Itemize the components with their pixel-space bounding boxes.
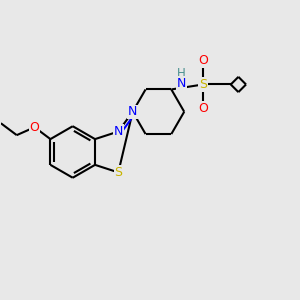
Text: N: N xyxy=(176,77,186,90)
Text: H: H xyxy=(177,67,186,80)
Text: N: N xyxy=(114,125,123,138)
Text: O: O xyxy=(30,121,40,134)
Text: O: O xyxy=(198,54,208,67)
Text: S: S xyxy=(199,78,207,91)
Text: S: S xyxy=(114,166,122,179)
Text: N: N xyxy=(128,105,137,118)
Text: O: O xyxy=(198,102,208,115)
